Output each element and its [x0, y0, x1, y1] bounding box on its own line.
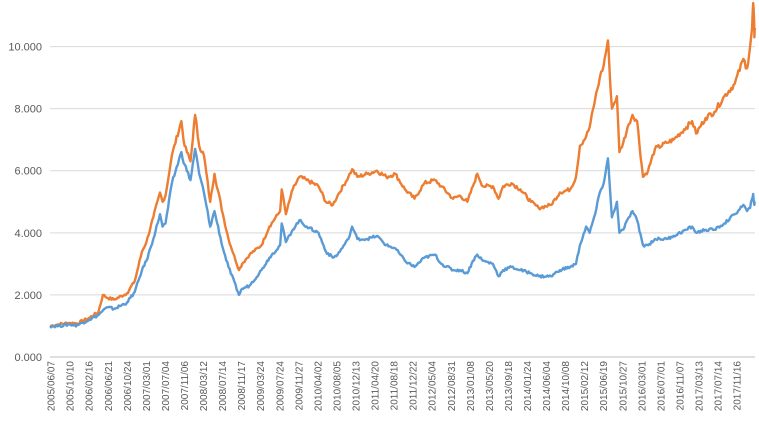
x-tick-label: 2007/03/01 [142, 361, 153, 411]
x-tick-label: 2014/06/04 [542, 361, 553, 411]
x-tick-label: 2005/10/10 [66, 361, 77, 411]
x-tick-label: 2013/01/08 [466, 361, 477, 411]
x-tick-label: 2013/05/20 [485, 361, 496, 411]
x-tick-label: 2013/09/18 [504, 361, 515, 411]
x-tick-label: 2009/07/24 [275, 361, 286, 411]
x-axis-ticks: 2005/06/07 2005/10/10 2006/02/16 2006/06/21… [47, 361, 744, 411]
x-tick-label: 2011/08/18 [390, 361, 401, 411]
x-tick-label: 2007/11/06 [180, 361, 191, 411]
series-line-1 [49, 1, 757, 328]
x-tick-label: 2014/01/24 [523, 361, 534, 411]
y-tick-label: 6.000 [14, 166, 42, 178]
y-tick-label: 8.000 [14, 104, 42, 116]
x-tick-label: 2012/05/04 [428, 361, 439, 411]
x-tick-label: 2017/07/14 [714, 361, 725, 411]
x-tick-label: 2016/07/01 [656, 361, 667, 411]
y-tick-label: 2.000 [14, 290, 42, 302]
x-tick-label: 2006/06/21 [104, 361, 115, 411]
x-tick-label: 2009/03/24 [256, 361, 267, 411]
x-tick-label: 2007/07/04 [161, 361, 172, 411]
x-tick-label: 2008/03/12 [199, 361, 210, 411]
x-tick-label: 2010/12/13 [352, 361, 363, 411]
x-tick-label: 2010/04/02 [313, 361, 324, 411]
gridlines [50, 46, 755, 296]
x-tick-label: 2006/02/16 [85, 361, 96, 411]
y-tick-label: 0.000 [14, 352, 42, 364]
x-tick-label: 2011/12/22 [409, 361, 420, 411]
x-tick-label: 2015/10/27 [618, 361, 629, 411]
x-tick-label: 2016/03/01 [637, 361, 648, 411]
series-line-2 [49, 147, 756, 329]
x-tick-label: 2008/11/17 [237, 361, 248, 411]
x-tick-label: 2005/06/07 [47, 361, 58, 411]
y-tick-label: 10.000 [8, 42, 42, 54]
x-tick-label: 2011/04/20 [371, 361, 382, 411]
x-tick-label: 2012/08/31 [447, 361, 458, 411]
y-axis-ticks: 0.000 2.000 4.000 6.000 8.000 10.000 [8, 42, 42, 364]
x-tick-label: 2015/02/12 [580, 361, 591, 411]
x-tick-label: 2017/03/13 [694, 361, 705, 411]
x-tick-label: 2009/11/27 [294, 361, 305, 411]
x-tick-label: 2010/08/05 [332, 361, 343, 411]
x-tick-label: 2017/11/16 [733, 361, 744, 411]
x-tick-label: 2006/10/24 [123, 361, 134, 411]
y-tick-label: 4.000 [14, 228, 42, 240]
x-tick-label: 2016/11/07 [675, 361, 686, 411]
series-lines [49, 1, 757, 329]
x-tick-label: 2015/06/19 [599, 361, 610, 411]
x-tick-label: 2014/10/08 [561, 361, 572, 411]
x-tick-label: 2008/07/14 [218, 361, 229, 411]
